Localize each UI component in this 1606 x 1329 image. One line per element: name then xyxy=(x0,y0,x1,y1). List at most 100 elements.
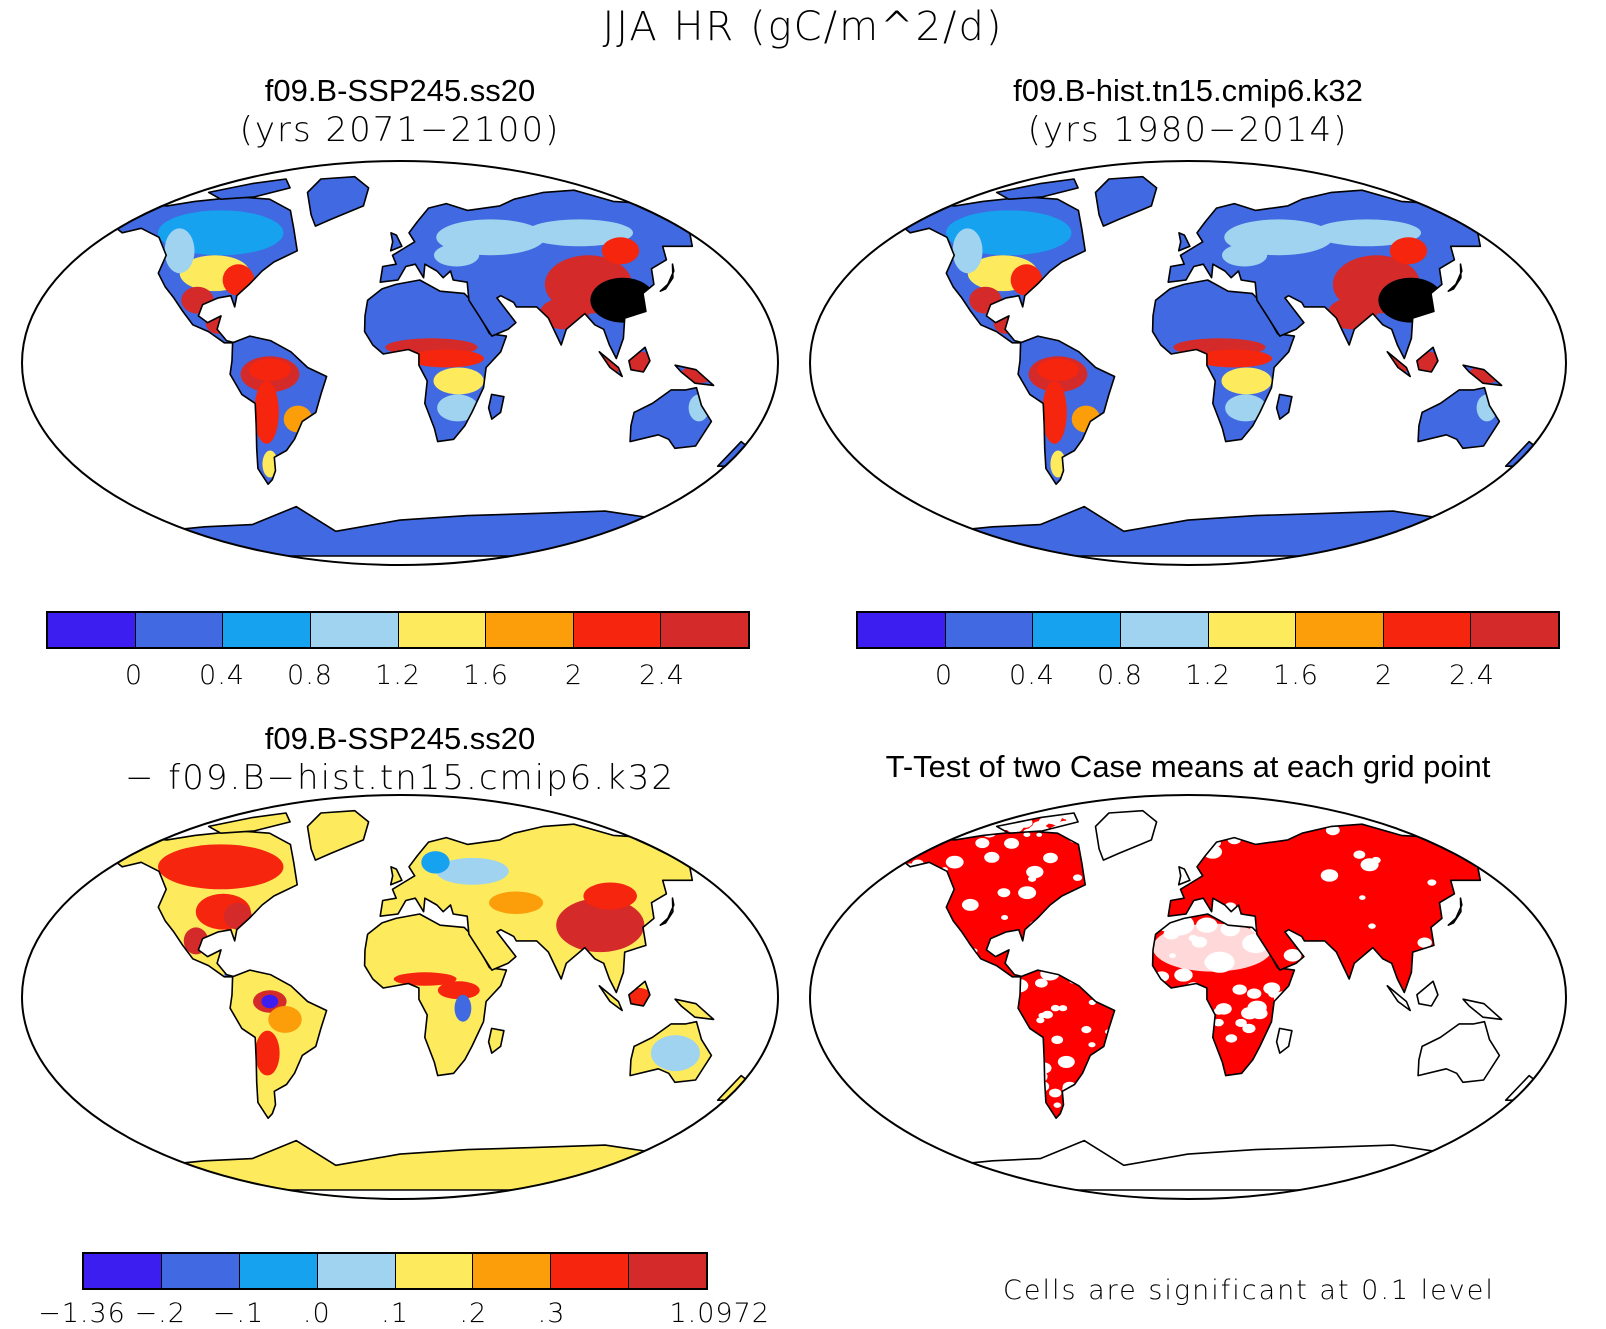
nonsignificant-cell xyxy=(1537,956,1550,965)
nonsignificant-cell xyxy=(1175,1049,1192,1062)
coastline xyxy=(1151,913,1296,1077)
coastline xyxy=(995,178,1079,201)
nonsignificant-cell xyxy=(1457,900,1462,909)
panel-2-title: f09.B-hist.tn15.cmip6.k32 (yrs 1980−2014… xyxy=(826,72,1550,150)
colorbar-swatch xyxy=(1033,613,1121,647)
nonsignificant-cell xyxy=(1234,1140,1240,1145)
nonsignificant-cell xyxy=(888,897,897,903)
colorbar-swatch xyxy=(1383,613,1472,647)
coastline xyxy=(1417,386,1501,450)
coastline xyxy=(389,232,403,252)
value-zone xyxy=(539,297,589,330)
nonsignificant-cell xyxy=(997,888,1011,898)
coastline xyxy=(487,1027,505,1054)
nonsignificant-cell xyxy=(1247,1000,1267,1015)
value-zone xyxy=(454,994,472,1022)
value-zone xyxy=(566,918,607,950)
value-zone xyxy=(283,405,313,433)
coastline xyxy=(306,175,370,227)
colorbar-tick-label: 2.4 xyxy=(639,660,685,691)
colorbar-panel-3 xyxy=(82,1252,708,1290)
nonsignificant-cell xyxy=(1534,979,1549,990)
colorbar-swatch xyxy=(223,613,311,647)
land-madagascar xyxy=(488,1028,504,1054)
coastline xyxy=(1447,897,1463,926)
nonsignificant-cell xyxy=(1538,944,1550,952)
land-antarctica xyxy=(894,1140,1482,1190)
coastline xyxy=(1416,346,1439,373)
nonsignificant-cell xyxy=(1320,869,1339,882)
coastline xyxy=(110,196,299,344)
nonsignificant-cell xyxy=(1287,1169,1302,1180)
nonsignificant-cell xyxy=(1417,1172,1436,1186)
nonsignificant-cell xyxy=(1497,1036,1500,1042)
value-zone xyxy=(583,882,637,910)
value-zone xyxy=(261,994,279,1009)
nonsignificant-cell xyxy=(1103,1069,1113,1076)
colorbar-tick-label: −1.36 xyxy=(38,1298,126,1329)
nonsignificant-cell xyxy=(1051,1035,1064,1045)
nonsignificant-cell xyxy=(1284,1014,1293,1021)
nonsignificant-cell xyxy=(949,1182,956,1187)
value-zone xyxy=(1378,277,1444,323)
nonsignificant-cell xyxy=(1180,1168,1187,1174)
nonsignificant-cell xyxy=(1526,1087,1537,1095)
nonsignificant-cell xyxy=(1020,1040,1038,1053)
panel-4-title: T-Test of two Case means at each grid po… xyxy=(826,748,1550,786)
colorbar-swatch xyxy=(1208,613,1297,647)
nonsignificant-cell xyxy=(898,1151,913,1162)
nonsignificant-cell xyxy=(1486,912,1495,925)
value-zone xyxy=(952,228,983,274)
value-zone xyxy=(222,264,255,296)
value-zone xyxy=(1221,244,1268,267)
value-zone xyxy=(408,349,484,368)
colorbar-tick-label: .0 xyxy=(302,1298,331,1329)
nonsignificant-cell xyxy=(1493,1003,1501,1009)
coastline xyxy=(1167,189,1496,360)
panel-1-case-name: f09.B-SSP245.ss20 xyxy=(264,73,536,108)
colorbar-swatch xyxy=(629,1254,706,1288)
nonsignificant-cell xyxy=(1209,824,1226,831)
nonsignificant-cell xyxy=(1057,1055,1075,1068)
nonsignificant-cell xyxy=(1400,1167,1408,1173)
nonsignificant-cell xyxy=(1186,1051,1197,1059)
coastline xyxy=(1017,969,1116,1120)
nonsignificant-cell xyxy=(961,898,979,911)
land-southAmerica xyxy=(1018,970,1115,1119)
value-zone xyxy=(525,219,634,247)
coastline xyxy=(1177,866,1191,886)
coastline xyxy=(363,913,508,1077)
value-zone xyxy=(157,844,284,890)
nonsignificant-cell xyxy=(1098,1111,1115,1119)
land-arcticIslands xyxy=(996,179,1079,200)
nonsignificant-cell xyxy=(1494,1003,1502,1012)
nonsignificant-cell xyxy=(981,1177,996,1188)
nonsignificant-cell xyxy=(1471,1070,1478,1075)
nonsignificant-cell xyxy=(1036,1017,1045,1024)
nonsignificant-cell xyxy=(1053,1102,1062,1108)
colorbar-swatch xyxy=(486,613,574,647)
nonsignificant-cell xyxy=(1023,832,1031,838)
coastline xyxy=(379,189,708,360)
nonsignificant-cell xyxy=(1526,1088,1535,1094)
nonsignificant-cell xyxy=(1133,825,1146,835)
nonsignificant-cell xyxy=(1458,916,1462,922)
nonsignificant-cell xyxy=(1095,832,1100,838)
nonsignificant-cell xyxy=(1004,838,1020,849)
colorbar-swatch xyxy=(1120,613,1209,647)
colorbar-swatch xyxy=(239,1254,318,1288)
land-arcticIslands xyxy=(208,813,291,834)
map-panel-4 xyxy=(809,794,1567,1200)
coastline xyxy=(995,812,1079,835)
nonsignificant-cell xyxy=(1043,852,1058,864)
nonsignificant-cell xyxy=(1448,917,1452,922)
nonsignificant-cell xyxy=(1474,858,1491,871)
value-zone xyxy=(1036,358,1079,381)
colorbar-tick-label: .3 xyxy=(537,1298,566,1329)
value-zone xyxy=(1327,297,1377,330)
nonsignificant-cell xyxy=(1458,1170,1471,1180)
nonsignificant-cell xyxy=(1032,1105,1050,1118)
nonsignificant-cell xyxy=(1451,898,1462,907)
colorbar-tick-label: .2 xyxy=(459,1298,488,1329)
coastline xyxy=(898,196,1087,344)
